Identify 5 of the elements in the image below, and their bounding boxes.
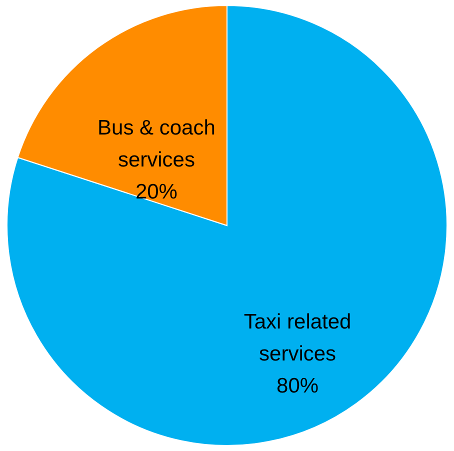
data-label: 20% [135, 180, 178, 204]
pie-slice [6, 5, 448, 446]
slice-label: Taxi related services [244, 310, 352, 366]
data-label: 80% [276, 374, 319, 398]
slice-label: Bus & coach services [98, 116, 216, 172]
